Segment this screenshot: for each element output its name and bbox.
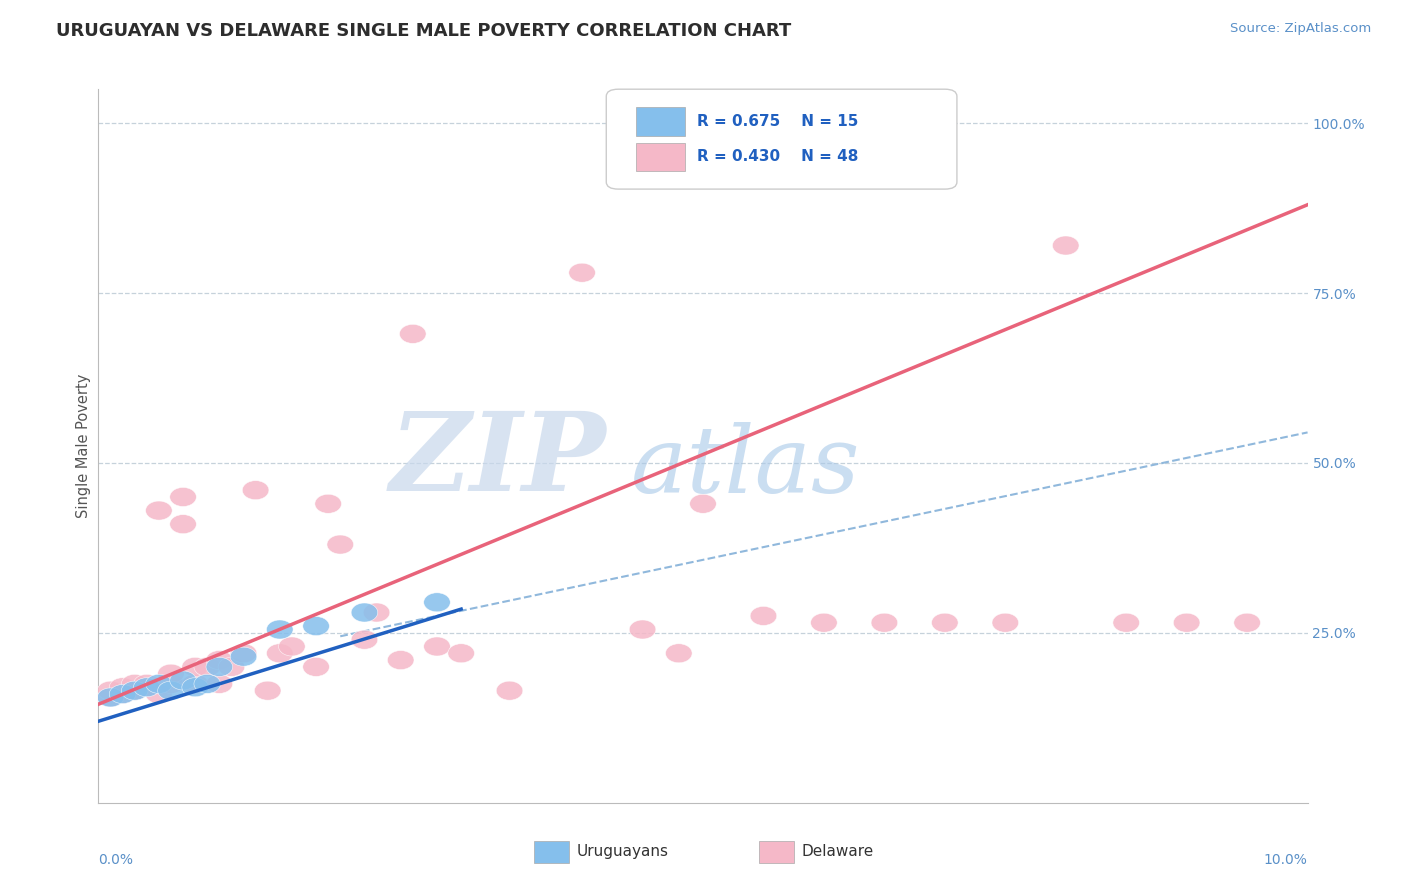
Ellipse shape <box>449 644 474 663</box>
Ellipse shape <box>170 671 197 690</box>
Ellipse shape <box>278 637 305 656</box>
Ellipse shape <box>194 674 221 693</box>
Ellipse shape <box>218 657 245 676</box>
Text: R = 0.675    N = 15: R = 0.675 N = 15 <box>697 114 858 128</box>
Ellipse shape <box>1053 236 1078 255</box>
Ellipse shape <box>181 657 208 676</box>
Ellipse shape <box>363 603 389 622</box>
Ellipse shape <box>1234 613 1260 632</box>
Ellipse shape <box>146 501 172 520</box>
Ellipse shape <box>181 674 208 693</box>
Ellipse shape <box>194 657 221 676</box>
Ellipse shape <box>630 620 655 639</box>
Ellipse shape <box>121 681 148 700</box>
Ellipse shape <box>207 657 232 676</box>
Ellipse shape <box>352 630 378 649</box>
Ellipse shape <box>121 681 148 700</box>
Ellipse shape <box>97 688 124 707</box>
Ellipse shape <box>496 681 523 700</box>
Ellipse shape <box>110 684 136 704</box>
Text: Uruguayans: Uruguayans <box>576 845 668 859</box>
Ellipse shape <box>231 648 257 666</box>
Ellipse shape <box>97 688 124 707</box>
Ellipse shape <box>399 325 426 343</box>
Ellipse shape <box>932 613 957 632</box>
Ellipse shape <box>267 620 292 639</box>
Text: ZIP: ZIP <box>389 407 606 514</box>
Text: Delaware: Delaware <box>801 845 873 859</box>
Ellipse shape <box>146 674 172 693</box>
Ellipse shape <box>302 657 329 676</box>
Ellipse shape <box>110 678 136 697</box>
Ellipse shape <box>134 678 160 697</box>
Text: 0.0%: 0.0% <box>98 853 134 867</box>
Ellipse shape <box>1174 613 1199 632</box>
Ellipse shape <box>231 644 257 663</box>
Ellipse shape <box>302 616 329 636</box>
Ellipse shape <box>328 535 353 554</box>
Ellipse shape <box>569 263 595 282</box>
Ellipse shape <box>751 607 776 625</box>
Ellipse shape <box>242 481 269 500</box>
Ellipse shape <box>423 637 450 656</box>
Ellipse shape <box>170 487 197 507</box>
Ellipse shape <box>872 613 897 632</box>
Y-axis label: Single Male Poverty: Single Male Poverty <box>76 374 91 518</box>
Ellipse shape <box>134 674 160 693</box>
Ellipse shape <box>811 613 837 632</box>
Ellipse shape <box>157 665 184 683</box>
Text: URUGUAYAN VS DELAWARE SINGLE MALE POVERTY CORRELATION CHART: URUGUAYAN VS DELAWARE SINGLE MALE POVERT… <box>56 22 792 40</box>
Ellipse shape <box>993 613 1018 632</box>
Ellipse shape <box>352 603 378 622</box>
Ellipse shape <box>315 494 342 513</box>
Ellipse shape <box>157 681 184 700</box>
FancyBboxPatch shape <box>637 143 685 171</box>
Ellipse shape <box>423 593 450 612</box>
Ellipse shape <box>267 644 292 663</box>
Ellipse shape <box>146 684 172 704</box>
Ellipse shape <box>170 515 197 533</box>
Ellipse shape <box>207 674 232 693</box>
Ellipse shape <box>665 644 692 663</box>
Text: R = 0.430    N = 48: R = 0.430 N = 48 <box>697 150 858 164</box>
Ellipse shape <box>388 650 413 670</box>
Text: 10.0%: 10.0% <box>1264 853 1308 867</box>
FancyBboxPatch shape <box>606 89 957 189</box>
Text: atlas: atlas <box>630 423 860 512</box>
Ellipse shape <box>97 681 124 700</box>
FancyBboxPatch shape <box>637 107 685 136</box>
Ellipse shape <box>157 674 184 693</box>
Ellipse shape <box>690 494 716 513</box>
Ellipse shape <box>121 674 148 693</box>
Ellipse shape <box>207 650 232 670</box>
Ellipse shape <box>134 678 160 697</box>
Ellipse shape <box>181 678 208 697</box>
Ellipse shape <box>1114 613 1139 632</box>
Ellipse shape <box>110 684 136 704</box>
Text: Source: ZipAtlas.com: Source: ZipAtlas.com <box>1230 22 1371 36</box>
Ellipse shape <box>254 681 281 700</box>
